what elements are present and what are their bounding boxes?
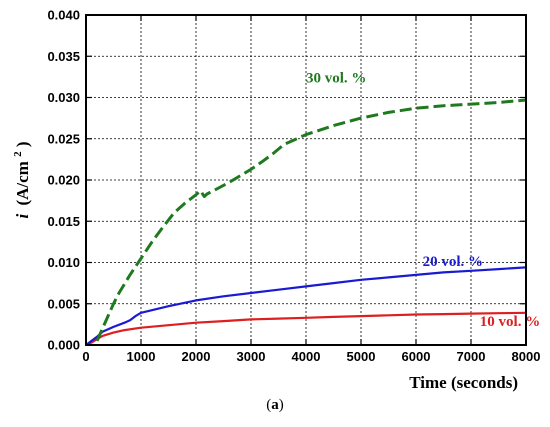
x-axis-title: Time (seconds) xyxy=(409,373,518,392)
x-tick-label: 6000 xyxy=(402,349,431,364)
y-tick-label: 0.010 xyxy=(47,255,80,270)
series-label: 30 vol. % xyxy=(306,71,366,87)
series-line-3 xyxy=(95,98,527,342)
y-tick-label: 0.035 xyxy=(47,49,80,64)
y-tick-label: 0.020 xyxy=(47,173,80,188)
y-tick-label: 0.030 xyxy=(47,90,80,105)
ticks xyxy=(85,14,527,346)
annotations: 30 vol. % 20 vol. % 10 vol. % xyxy=(306,71,540,330)
y-tick-label: 0.015 xyxy=(47,214,80,229)
y-axis-title-units: (A/cm xyxy=(13,161,32,205)
x-tick-label: 4000 xyxy=(292,349,321,364)
x-tick-label: 7000 xyxy=(457,349,486,364)
y-tick-label: 0.025 xyxy=(47,131,80,146)
y-tick-label: 0.000 xyxy=(47,338,80,353)
y-tick-label: 0.005 xyxy=(47,296,80,311)
y-tick-label: 0.040 xyxy=(47,8,80,23)
chart: 0 1000 2000 3000 4000 5000 6000 7000 8000 0.000 0.… xyxy=(6,8,540,393)
x-tick-label: 1000 xyxy=(127,349,156,364)
series-label: 20 vol. % xyxy=(423,254,483,270)
x-tick-label: 8000 xyxy=(512,349,541,364)
y-axis-title-exponent: 2 xyxy=(12,151,24,157)
y-axis-title: i (A/cm 2 ) xyxy=(6,141,32,218)
x-tick-label: 5000 xyxy=(347,349,376,364)
figure-caption: (a) xyxy=(266,397,284,413)
series-label: 10 vol. % xyxy=(480,314,540,330)
tick-labels: 0 1000 2000 3000 4000 5000 6000 7000 8000 0.000 0.… xyxy=(47,8,540,365)
series-line-2 xyxy=(85,266,527,346)
x-tick-label: 0 xyxy=(82,349,89,364)
series-line-1 xyxy=(85,311,527,347)
y-axis-title-close: ) xyxy=(13,141,32,147)
grid xyxy=(86,15,526,345)
x-tick-label: 3000 xyxy=(237,349,266,364)
series-layer xyxy=(85,98,527,347)
x-tick-label: 2000 xyxy=(182,349,211,364)
y-axis-title-symbol: i xyxy=(13,214,32,219)
